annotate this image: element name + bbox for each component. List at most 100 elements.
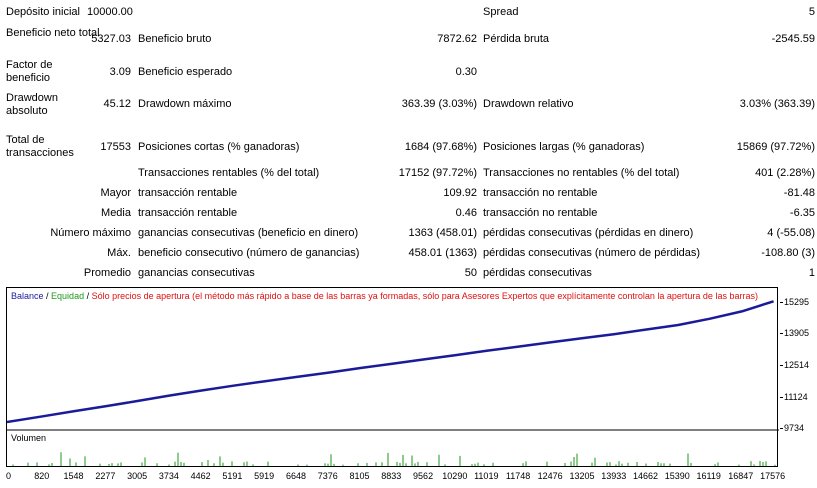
- x-tick-label: 16119: [696, 471, 721, 481]
- net-profit-label: Beneficio neto total: [6, 27, 100, 39]
- deposit-value: 10000.00: [87, 6, 133, 18]
- balance-line: [7, 300, 774, 424]
- max-consec-wins-value: 1363 (458.01): [408, 227, 478, 239]
- net-profit-value: 5327.03: [91, 33, 131, 45]
- x-axis: 0 820 1548 2277 3005 3734 4462 5191 5919 6648 7376…: [0, 467, 817, 488]
- gross-profit-label: Beneficio bruto: [138, 33, 212, 45]
- largest-label: Mayor: [100, 187, 131, 199]
- average-label: Media: [101, 207, 131, 219]
- legend-sep-2: /: [84, 291, 92, 301]
- x-tick-label: 11019: [474, 471, 499, 481]
- maximal-label: Máx.: [107, 247, 131, 259]
- maximal-profit-value: 458.01 (1363): [408, 247, 478, 259]
- maximal-loss-label: pérdidas consecutivas (número de pérdida…: [483, 247, 701, 259]
- y-tick-label: 12514: [784, 360, 810, 370]
- average-profit-label: transacción rentable: [138, 207, 238, 219]
- x-tick-label: 1548: [63, 471, 84, 481]
- maximal-loss-value: -108.80 (3): [761, 247, 815, 259]
- x-tick-label: 17576: [760, 471, 786, 481]
- chart-plot: [7, 300, 779, 466]
- deposit-label: Depósito inicial: [6, 6, 80, 18]
- abs-drawdown-label: Drawdown absoluto: [6, 92, 58, 117]
- profit-factor-value: 3.09: [109, 66, 131, 78]
- x-tick-label: 11748: [505, 471, 531, 481]
- legend-sep-1: /: [43, 291, 52, 301]
- y-tick-label: 15295: [784, 297, 810, 307]
- x-tick-label: 3005: [127, 471, 148, 481]
- profit-trades-label: Transacciones rentables (% del total): [138, 167, 320, 179]
- report-table: Depósito inicial 10000.00 Spread 5 Benef…: [6, 6, 815, 279]
- total-trades-value: 17553: [100, 141, 131, 153]
- largest-loss-value: -81.48: [783, 187, 815, 199]
- y-tick-mark: [780, 365, 783, 366]
- loss-trades-label: Transacciones no rentables (% del total): [483, 167, 680, 179]
- y-tick-label: 9734: [784, 423, 805, 433]
- avg-losses-label: pérdidas consecutivas: [483, 267, 592, 279]
- balance-chart: Balance / Equidad / Sólo precios de aper…: [6, 287, 779, 467]
- loss-trades-value: 401 (2.28%): [755, 167, 815, 179]
- legend-balance: Balance: [11, 291, 44, 301]
- legend-note: Sólo precios de apertura (el método más …: [91, 291, 758, 301]
- x-tick-label: 12476: [537, 471, 563, 481]
- max-drawdown-value: 363.39 (3.03%): [401, 98, 477, 110]
- rel-drawdown-value: 3.03% (363.39): [739, 98, 815, 110]
- x-tick-label: 5919: [254, 471, 275, 481]
- legend-equity: Equidad: [51, 291, 85, 301]
- largest-loss-label: transacción no rentable: [483, 187, 598, 199]
- x-tick-label: 820: [34, 471, 50, 481]
- x-tick-label: 7376: [317, 471, 338, 481]
- spread-value: 5: [808, 6, 815, 18]
- x-tick-label: 8105: [349, 471, 370, 481]
- gross-loss-label: Pérdida bruta: [483, 33, 550, 45]
- y-tick-mark: [780, 333, 783, 335]
- x-tick-label: 6648: [285, 471, 306, 481]
- expected-payoff-label: Beneficio esperado: [138, 66, 233, 78]
- short-positions-value: 1684 (97.68%): [404, 141, 477, 153]
- avg-losses-value: 1: [808, 267, 815, 279]
- gross-profit-value: 7872.62: [437, 33, 477, 45]
- largest-profit-label: transacción rentable: [138, 187, 238, 199]
- rel-drawdown-label: Drawdown relativo: [483, 98, 574, 110]
- x-tick-label: 2277: [95, 471, 116, 481]
- volume-bars: [12, 452, 776, 466]
- expected-payoff-value: 0.30: [455, 66, 477, 78]
- x-tick-label: 15390: [664, 471, 690, 481]
- maximal-profit-label: beneficio consecutivo (número de gananci…: [138, 247, 360, 259]
- x-tick-label: 4462: [190, 471, 211, 481]
- max-consec-wins-label: ganancias consecutivas (beneficio en din…: [138, 227, 359, 239]
- long-positions-label: Posiciones largas (% ganadoras): [483, 141, 645, 153]
- x-tick-label: 5191: [222, 471, 243, 481]
- x-tick-label: 14662: [632, 471, 659, 481]
- long-positions-value: 15869 (97.72%): [736, 141, 815, 153]
- max-count-label: Número máximo: [50, 227, 131, 239]
- x-tick-label: 13205: [569, 471, 595, 481]
- x-tick-label: 13933: [601, 471, 627, 481]
- y-tick-label: 11124: [784, 391, 808, 402]
- x-tick-label: 0: [6, 471, 12, 481]
- max-consec-losses-label: pérdidas consecutivas (pérdidas en diner…: [483, 227, 694, 239]
- average-profit-value: 0.46: [455, 207, 477, 219]
- y-tick-mark: [780, 428, 783, 429]
- y-tick-label: 13905: [784, 328, 810, 339]
- y-axis: 15295 13905 12514 11124 9734: [780, 287, 817, 467]
- x-tick-label: 8833: [381, 471, 402, 481]
- spread-label: Spread: [483, 6, 519, 18]
- x-tick-label: 9562: [413, 471, 434, 481]
- avg-wins-value: 50: [464, 267, 477, 279]
- abs-drawdown-value: 45.12: [103, 98, 131, 110]
- short-positions-label: Posiciones cortas (% ganadoras): [138, 141, 300, 153]
- volume-label: Volumen: [11, 433, 47, 443]
- y-tick-mark: [780, 396, 783, 398]
- profit-factor-label: Factor de beneficio: [6, 59, 53, 84]
- x-tick-label: 3734: [158, 471, 179, 481]
- max-drawdown-label: Drawdown máximo: [138, 98, 232, 110]
- largest-profit-value: 109.92: [443, 187, 477, 199]
- average-loss-value: -6.35: [789, 207, 815, 219]
- x-tick-label: 16847: [728, 471, 754, 481]
- avg-label: Promedio: [83, 267, 131, 279]
- avg-wins-label: ganancias consecutivas: [138, 267, 255, 279]
- profit-trades-value: 17152 (97.72%): [398, 167, 477, 179]
- chart-legend: Balance / Equidad / Sólo precios de aper…: [11, 291, 758, 301]
- gross-loss-value: -2545.59: [771, 33, 815, 45]
- max-consec-losses-value: 4 (-55.08): [767, 227, 815, 239]
